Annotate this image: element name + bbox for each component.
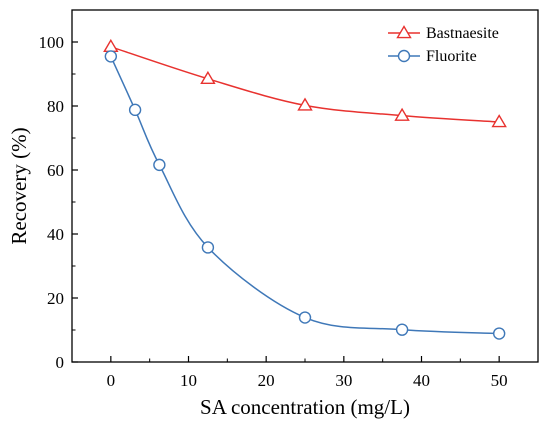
fluorite-point [201, 241, 215, 254]
fluorite-point [298, 311, 312, 324]
fluorite-point [128, 103, 142, 117]
bastnaesite-point [491, 114, 507, 128]
x-tick-label: 10 [180, 371, 197, 390]
legend-fluorite-label: Fluorite [426, 48, 477, 65]
x-tick-label: 0 [107, 371, 116, 390]
x-tick-label: 50 [491, 371, 508, 390]
series-markers [103, 38, 507, 340]
y-axis-ticks: 0 20 40 60 80 100 [39, 9, 78, 372]
fluorite-point [492, 327, 506, 340]
y-axis-label: Recovery (%) [7, 127, 31, 244]
y-tick-label: 40 [47, 225, 64, 244]
x-tick-label: 20 [258, 371, 275, 390]
bastnaesite-point [297, 97, 313, 111]
y-tick-label: 20 [47, 289, 64, 308]
x-tick-label: 30 [335, 371, 352, 390]
legend-fluorite-marker [397, 49, 411, 63]
bastnaesite-point [103, 38, 119, 53]
y-tick-label: 80 [47, 97, 64, 116]
x-tick-label: 40 [413, 371, 430, 390]
y-tick-label: 60 [47, 161, 64, 180]
legend: Bastnaesite Fluorite [388, 25, 499, 65]
y-tick-label: 0 [56, 353, 65, 372]
fluorite-point [153, 158, 166, 172]
x-axis-label: SA concentration (mg/L) [200, 395, 410, 419]
bastnaesite-point [200, 70, 216, 85]
legend-bastnaesite-label: Bastnaesite [426, 25, 499, 42]
fluorite-point [104, 50, 118, 63]
x-axis-ticks: 0 10 20 30 40 50 [71, 356, 508, 390]
series-lines [110, 46, 500, 335]
legend-bastnaesite-marker [396, 25, 412, 39]
fluorite-point [395, 323, 409, 336]
bastnaesite-point [394, 107, 410, 121]
y-tick-label: 100 [39, 33, 65, 52]
